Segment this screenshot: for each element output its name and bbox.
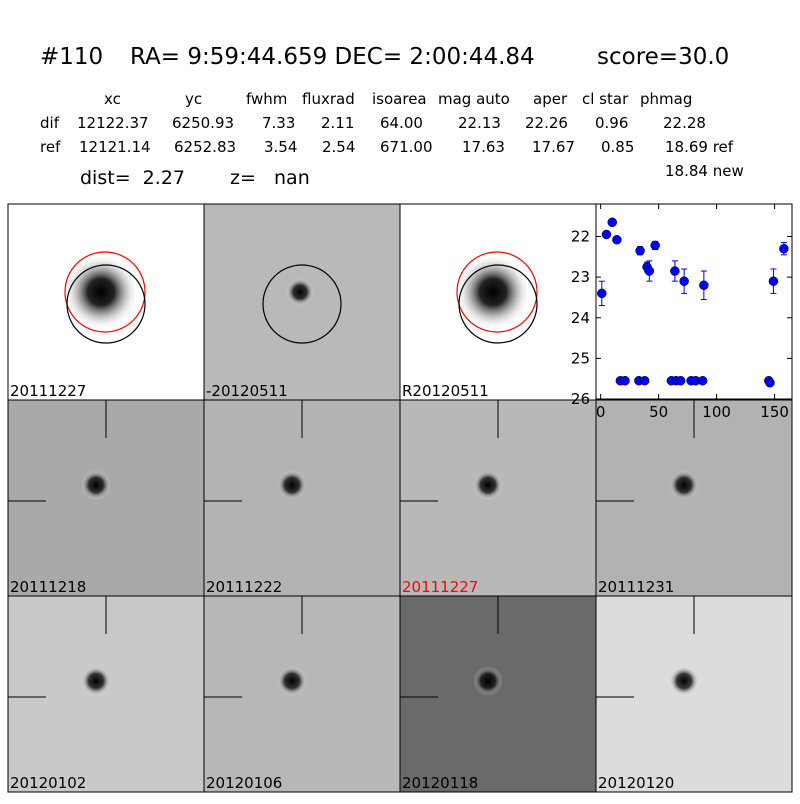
source — [286, 278, 314, 306]
stamp-label: 20111231 — [598, 578, 674, 596]
table-cell: 2.54 — [322, 138, 355, 156]
ref-circle — [456, 251, 538, 333]
point — [697, 375, 708, 386]
source — [277, 470, 307, 500]
phmag-new: 18.84 new — [665, 162, 744, 180]
table-cell: 12121.14 — [79, 138, 151, 156]
dist: dist= 2.27 — [80, 167, 185, 189]
y-tick-label: 23 — [571, 268, 590, 286]
x-tick-label: 50 — [649, 403, 668, 421]
table-cell: 17.63 — [462, 138, 505, 156]
table-cell: 64.00 — [380, 114, 423, 132]
point — [612, 235, 622, 245]
column-header: phmag — [640, 90, 692, 108]
row-label: ref — [40, 138, 61, 156]
x-tick-label: 0 — [596, 403, 606, 421]
column-header: fluxrad — [302, 90, 355, 108]
source — [669, 666, 699, 696]
row-label: dif — [40, 114, 60, 132]
source — [81, 470, 111, 500]
stamp-label: 20120106 — [206, 774, 282, 792]
stamp-label: 20111218 — [10, 578, 86, 596]
table-cell: 12122.37 — [77, 114, 149, 132]
column-header: yc — [185, 90, 202, 108]
table-cell: 671.00 — [380, 138, 433, 156]
column-header: aper — [533, 90, 568, 108]
table-cell: 6252.83 — [174, 138, 236, 156]
stamp-label: 20111227 — [10, 382, 86, 400]
stamp-label: 20120118 — [402, 774, 478, 792]
point — [601, 229, 612, 240]
point — [768, 276, 779, 286]
point — [765, 378, 775, 388]
table-cell: 0.96 — [595, 114, 628, 132]
aperture-circle — [66, 264, 146, 344]
point — [607, 217, 617, 228]
y-tick-label: 24 — [571, 309, 590, 327]
point — [597, 288, 607, 299]
y-tick-label: 26 — [571, 390, 590, 408]
table-cell: 2.11 — [321, 114, 354, 132]
point — [620, 375, 630, 386]
point — [635, 245, 645, 256]
point — [679, 276, 689, 286]
table-cell: 0.85 — [601, 138, 634, 156]
table-cell: 6250.93 — [172, 114, 234, 132]
aperture-circle — [262, 264, 342, 344]
source — [473, 666, 503, 696]
column-header: cl star — [582, 90, 629, 108]
aperture-circle — [458, 264, 538, 344]
ref-circle — [64, 251, 146, 333]
column-header: xc — [104, 90, 121, 108]
source — [277, 666, 307, 696]
source — [473, 470, 503, 500]
column-header: isoarea — [372, 90, 427, 108]
stamp-label: -20120511 — [206, 382, 288, 400]
table-cell: 22.26 — [525, 114, 568, 132]
point — [650, 240, 660, 251]
stamp-label: 20120102 — [10, 774, 86, 792]
stamp-label: 20111227 — [402, 578, 478, 596]
table-cell: 22.28 — [663, 114, 706, 132]
table-cell: 3.54 — [264, 138, 297, 156]
point — [675, 375, 686, 386]
plot-area — [595, 203, 793, 400]
point — [699, 280, 709, 290]
candidate-id: #110 — [40, 44, 103, 70]
y-tick-label: 22 — [571, 228, 590, 246]
x-tick-label: 100 — [702, 403, 731, 421]
stamp-label: 20120120 — [598, 774, 674, 792]
point — [670, 266, 680, 276]
table-cell: 17.67 — [532, 138, 575, 156]
coordinates: RA= 9:59:44.659 DEC= 2:00:44.84 — [130, 44, 535, 70]
y-tick-label: 25 — [571, 349, 590, 367]
source — [81, 666, 111, 696]
stamp-label: 20111222 — [206, 578, 282, 596]
table-cell: 7.33 — [262, 114, 295, 132]
x-tick-label: 150 — [760, 403, 789, 421]
score: score=30.0 — [597, 44, 729, 70]
column-header: fwhm — [246, 90, 287, 108]
table-cell: 18.69 ref — [665, 138, 734, 156]
column-header: mag auto — [438, 90, 510, 108]
point — [644, 266, 655, 276]
table-cell: 22.13 — [458, 114, 501, 132]
redshift: z= nan — [230, 167, 310, 189]
source — [669, 470, 699, 500]
point — [639, 375, 650, 386]
stamp-label: R20120511 — [402, 382, 489, 400]
point — [779, 243, 789, 254]
